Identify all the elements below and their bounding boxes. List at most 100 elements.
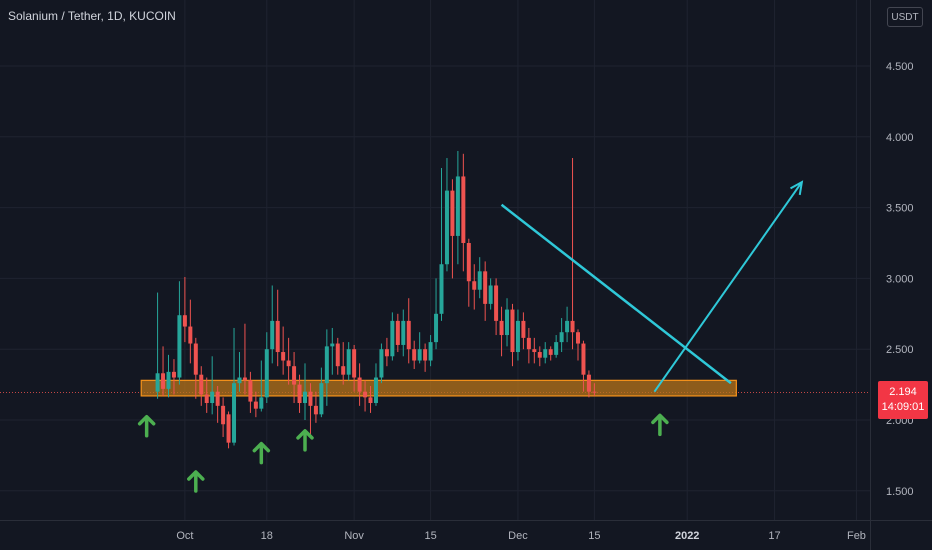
x-tick-label: 2022 — [675, 530, 699, 542]
arrow-head — [137, 415, 156, 426]
candle — [559, 318, 564, 353]
candle — [428, 335, 433, 367]
arrow-head — [187, 470, 205, 481]
candle-body — [237, 377, 242, 384]
x-tick-label: Nov — [344, 530, 364, 542]
candle-body — [177, 315, 182, 378]
candle — [526, 327, 531, 364]
candle-body — [166, 371, 171, 389]
candle — [439, 167, 444, 321]
candle-body — [155, 373, 160, 392]
candle — [264, 332, 269, 404]
candle-body — [210, 391, 215, 404]
y-tick-label: 1.500 — [886, 486, 914, 498]
chart-title: Solanium / Tether, 1D, KUCOIN — [8, 9, 176, 23]
candle — [308, 383, 313, 437]
candle-body — [472, 281, 477, 290]
candle-body — [510, 309, 515, 353]
candle-body — [570, 320, 575, 333]
candle-body — [401, 320, 406, 345]
candle-body — [188, 326, 193, 344]
candle — [499, 306, 504, 357]
arrow-head — [296, 429, 314, 440]
candle — [548, 346, 553, 361]
candle-body — [499, 320, 504, 336]
candle — [171, 359, 176, 395]
candle — [352, 344, 357, 392]
candle-body — [221, 405, 226, 425]
candle-body — [586, 374, 591, 392]
candle — [368, 386, 373, 413]
candle — [204, 377, 209, 413]
arrow-head — [651, 413, 669, 425]
x-tick-label: 18 — [261, 530, 273, 542]
candle — [270, 285, 275, 364]
candle — [363, 380, 368, 412]
candle-body — [286, 360, 291, 367]
candle-body — [412, 349, 417, 361]
candle-body — [226, 414, 231, 443]
candle — [521, 312, 526, 350]
candle-body — [352, 349, 357, 378]
candle-body — [565, 320, 570, 333]
candle-body — [537, 352, 542, 358]
candle-body — [297, 384, 302, 404]
candle — [215, 386, 220, 423]
candle-body — [199, 374, 204, 395]
candle-body — [543, 349, 548, 358]
candle — [166, 354, 171, 398]
candle-body — [335, 343, 340, 367]
candle — [505, 298, 510, 347]
candle-body — [193, 343, 198, 375]
candle — [155, 292, 160, 399]
candle — [592, 383, 597, 396]
candle-body — [341, 366, 346, 375]
candle — [357, 363, 362, 406]
green-up-arrow-icon — [252, 441, 271, 465]
candle — [248, 371, 253, 413]
candle — [412, 340, 417, 370]
projection-arrow-head — [790, 180, 804, 196]
candle-body — [455, 176, 460, 236]
candle — [390, 312, 395, 361]
candle-body — [253, 401, 258, 409]
projection-arrow-line — [653, 181, 803, 393]
time-axis[interactable]: Oct18Nov15Dec15202217Feb1 — [0, 520, 932, 543]
candle — [532, 337, 537, 364]
candle — [434, 278, 439, 350]
x-tick-label: Feb — [847, 530, 866, 542]
candle-body — [275, 320, 280, 353]
candle — [537, 346, 542, 367]
candle-body — [232, 383, 237, 443]
candle — [423, 343, 428, 372]
x-tick-label: 15 — [424, 530, 436, 542]
candle — [483, 261, 488, 321]
candle — [379, 343, 384, 384]
candle — [543, 342, 548, 364]
candle-body — [161, 373, 166, 389]
green-up-arrow-icon — [137, 415, 156, 438]
candle — [297, 374, 302, 413]
candle-body — [330, 343, 335, 347]
y-tick-label: 4.000 — [886, 132, 914, 144]
candle — [395, 313, 400, 353]
y-tick-label: 3.000 — [886, 273, 914, 285]
currency-button[interactable]: USDT — [887, 7, 923, 27]
candle-body — [406, 320, 411, 350]
candle — [346, 342, 351, 381]
candle-body — [313, 405, 318, 415]
candle-body — [171, 371, 176, 378]
candle — [576, 329, 580, 361]
candle-body — [428, 342, 433, 361]
candle — [275, 289, 280, 367]
candle-body — [554, 342, 559, 355]
candle — [319, 367, 324, 418]
candle — [494, 278, 499, 336]
candle — [161, 346, 166, 396]
candle — [330, 327, 335, 375]
candle — [335, 337, 340, 375]
candle — [221, 397, 226, 437]
candle-body — [439, 264, 444, 314]
